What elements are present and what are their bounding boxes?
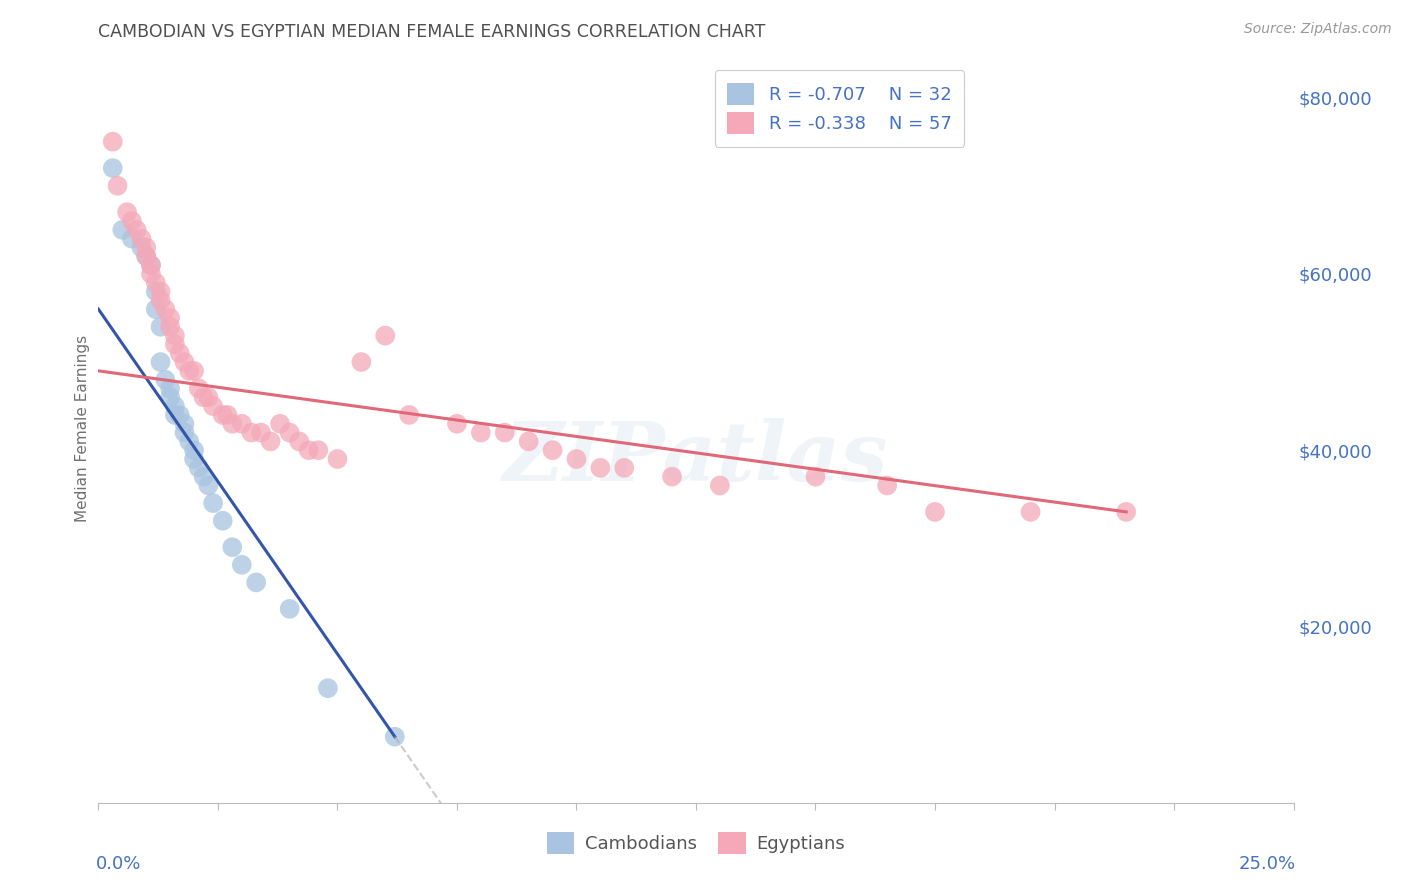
Point <box>231 417 253 431</box>
Point <box>250 425 273 440</box>
Point <box>173 417 195 431</box>
Point <box>202 496 225 510</box>
Point <box>326 452 349 467</box>
Point <box>221 540 243 554</box>
Point <box>121 214 143 228</box>
Point <box>183 452 205 467</box>
Point <box>125 223 148 237</box>
Point <box>163 408 186 422</box>
Text: CAMBODIAN VS EGYPTIAN MEDIAN FEMALE EARNINGS CORRELATION CHART: CAMBODIAN VS EGYPTIAN MEDIAN FEMALE EARN… <box>98 23 766 41</box>
Point <box>139 258 162 272</box>
Point <box>259 434 281 449</box>
Y-axis label: Median Female Earnings: Median Female Earnings <box>75 334 90 522</box>
Point <box>107 178 129 193</box>
Point <box>197 390 219 404</box>
Point <box>101 135 124 149</box>
Point <box>149 355 172 369</box>
Point <box>155 373 177 387</box>
Point <box>155 302 177 317</box>
Point <box>278 425 301 440</box>
Point <box>135 249 157 263</box>
Text: 0.0%: 0.0% <box>96 855 142 873</box>
Point <box>231 558 253 572</box>
Point <box>159 310 181 325</box>
Point <box>131 232 153 246</box>
Point <box>149 293 172 308</box>
Legend: Cambodians, Egyptians: Cambodians, Egyptians <box>540 825 852 861</box>
Point <box>1019 505 1042 519</box>
Point <box>316 681 339 696</box>
Point <box>159 382 181 396</box>
Point <box>374 328 396 343</box>
Point <box>661 469 683 483</box>
Point <box>163 399 186 413</box>
Point <box>211 408 233 422</box>
Point <box>470 425 492 440</box>
Point <box>221 417 243 431</box>
Point <box>173 425 195 440</box>
Point <box>446 417 468 431</box>
Point <box>193 390 215 404</box>
Point <box>139 258 162 272</box>
Text: Source: ZipAtlas.com: Source: ZipAtlas.com <box>1244 22 1392 37</box>
Point <box>217 408 239 422</box>
Point <box>183 364 205 378</box>
Point <box>131 240 153 254</box>
Point <box>197 478 219 492</box>
Point <box>159 390 181 404</box>
Point <box>139 267 162 281</box>
Point <box>121 232 143 246</box>
Point <box>163 337 186 351</box>
Text: ZIPatlas: ZIPatlas <box>503 418 889 498</box>
Text: 25.0%: 25.0% <box>1239 855 1296 873</box>
Point <box>183 443 205 458</box>
Point <box>187 460 209 475</box>
Point <box>135 240 157 254</box>
Point <box>298 443 321 458</box>
Point <box>145 302 167 317</box>
Point <box>163 328 186 343</box>
Point <box>173 355 195 369</box>
Point <box>101 161 124 175</box>
Point <box>145 276 167 290</box>
Point <box>193 469 215 483</box>
Point <box>111 223 134 237</box>
Point <box>613 460 636 475</box>
Point <box>876 478 898 492</box>
Point <box>211 514 233 528</box>
Point <box>709 478 731 492</box>
Point <box>149 319 172 334</box>
Point <box>179 434 201 449</box>
Point <box>589 460 612 475</box>
Point <box>240 425 263 440</box>
Point <box>149 285 172 299</box>
Point <box>384 730 406 744</box>
Point <box>135 249 157 263</box>
Point <box>278 602 301 616</box>
Point <box>541 443 564 458</box>
Point <box>179 364 201 378</box>
Point <box>924 505 946 519</box>
Point <box>269 417 291 431</box>
Point <box>288 434 311 449</box>
Point <box>169 346 191 360</box>
Point <box>307 443 329 458</box>
Point <box>169 408 191 422</box>
Point <box>398 408 420 422</box>
Point <box>350 355 373 369</box>
Point <box>159 319 181 334</box>
Point <box>115 205 138 219</box>
Point <box>1115 505 1137 519</box>
Point <box>804 469 827 483</box>
Point <box>565 452 588 467</box>
Point <box>145 285 167 299</box>
Point <box>245 575 267 590</box>
Point <box>202 399 225 413</box>
Point <box>517 434 540 449</box>
Point <box>187 382 209 396</box>
Point <box>494 425 516 440</box>
